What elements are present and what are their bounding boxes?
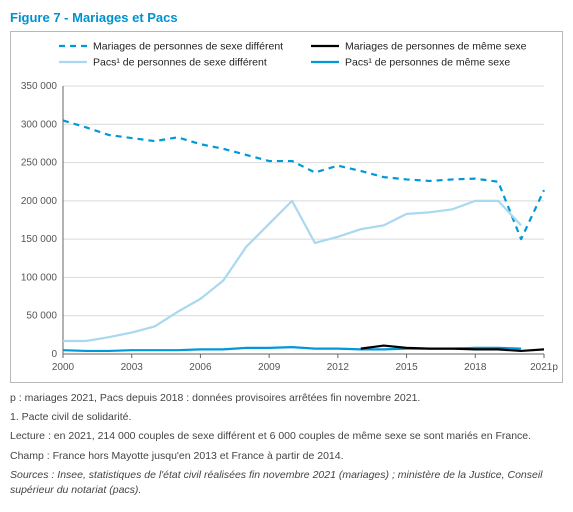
svg-text:2006: 2006 [189,362,212,373]
svg-text:2012: 2012 [327,362,350,373]
svg-text:2000: 2000 [52,362,75,373]
chart-container: 0 50 000 100 000 150 000 200 000 250 000 300 0… [10,31,563,383]
svg-text:2015: 2015 [395,362,418,373]
svg-text:Pacs¹ de personnes de sexe dif: Pacs¹ de personnes de sexe différent [93,57,267,69]
caption-line: p : mariages 2021, Pacs depuis 2018 : do… [10,391,561,406]
svg-text:250 000: 250 000 [21,158,58,169]
caption-block: p : mariages 2021, Pacs depuis 2018 : do… [10,391,561,498]
svg-text:100 000: 100 000 [21,272,58,283]
svg-text:0: 0 [51,349,57,360]
svg-text:300 000: 300 000 [21,119,58,130]
caption-line: Champ : France hors Mayotte jusqu'en 201… [10,449,561,464]
svg-text:350 000: 350 000 [21,81,58,92]
figure-title: Figure 7 - Mariages et Pacs [10,10,563,25]
caption-source: Sources : Insee, statistiques de l'état … [10,468,561,498]
svg-text:200 000: 200 000 [21,196,58,207]
svg-text:2021p: 2021p [530,362,558,373]
svg-text:Mariages de personnes de sexe: Mariages de personnes de sexe différent [93,41,283,53]
svg-text:Mariages de personnes de même: Mariages de personnes de même sexe [345,41,527,53]
svg-text:2009: 2009 [258,362,281,373]
svg-text:Pacs¹ de personnes de même sex: Pacs¹ de personnes de même sexe [345,57,510,69]
caption-line: 1. Pacte civil de solidarité. [10,410,561,425]
line-chart: 0 50 000 100 000 150 000 200 000 250 000 300 0… [11,32,562,382]
caption-line: Lecture : en 2021, 214 000 couples de se… [10,429,561,444]
svg-text:150 000: 150 000 [21,234,58,245]
svg-text:2003: 2003 [121,362,144,373]
svg-text:2018: 2018 [464,362,487,373]
svg-text:50 000: 50 000 [26,311,57,322]
